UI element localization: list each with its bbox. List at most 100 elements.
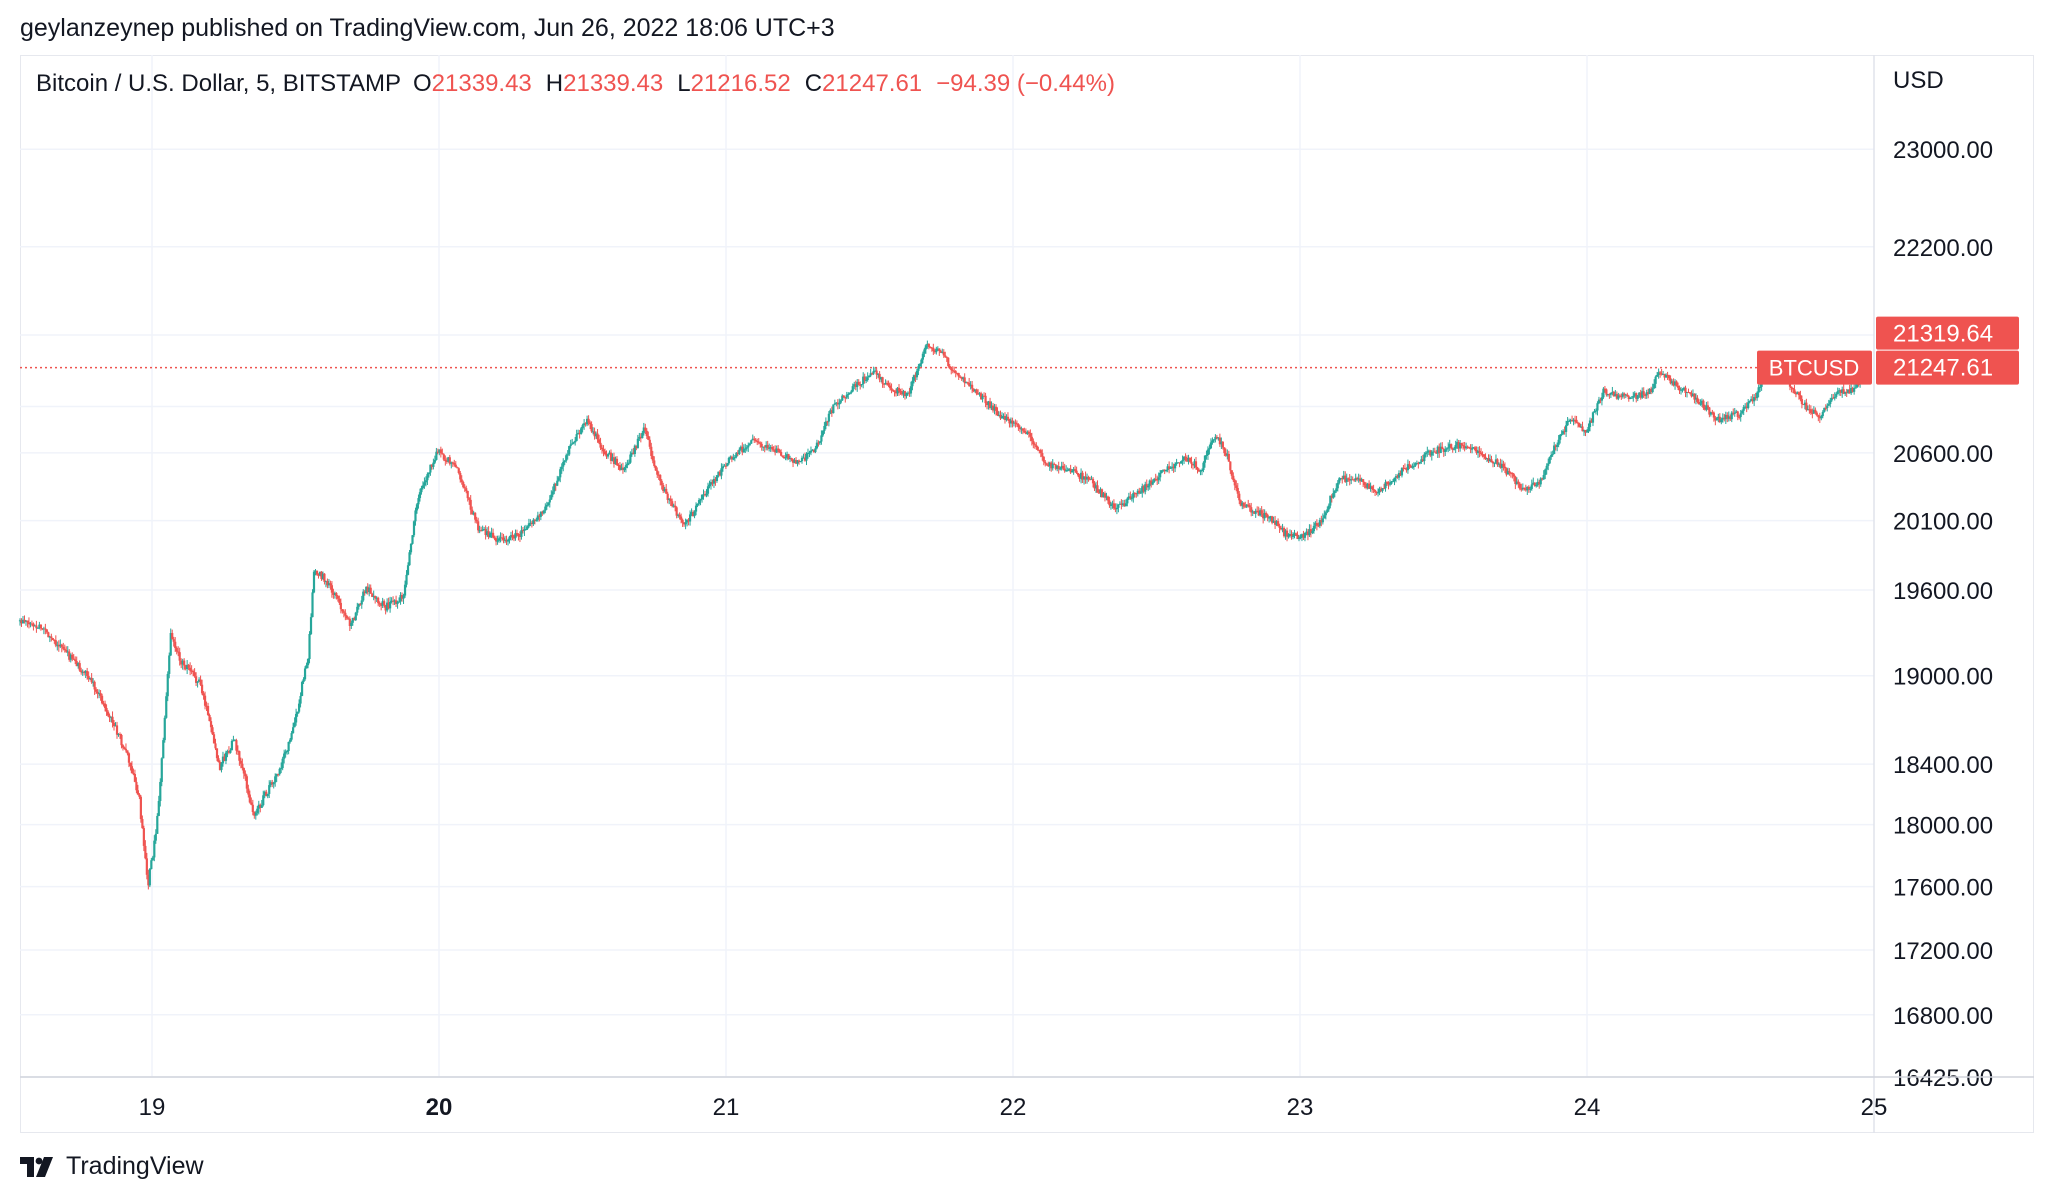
candle (917, 363, 920, 376)
tradingview-logo[interactable]: TradingView (20, 1152, 204, 1181)
candle (344, 609, 347, 621)
candle-body (997, 414, 1001, 416)
candle-body (338, 598, 341, 603)
candle (465, 485, 468, 494)
candle-body (311, 592, 314, 618)
candle-body (121, 745, 125, 748)
candle-body (1841, 389, 1844, 393)
candle (708, 480, 711, 489)
candle-body (1265, 513, 1268, 515)
candle-body (1227, 453, 1230, 462)
candle-body (1654, 376, 1657, 384)
candle (1066, 467, 1069, 472)
candle-body (977, 393, 980, 395)
candle-body (1602, 388, 1605, 398)
candle-body (251, 804, 254, 813)
symbol-price-tag-label: BTCUSD (1769, 356, 1859, 381)
candle-body (195, 676, 198, 683)
candle-body (1335, 488, 1338, 492)
candle-body (1021, 428, 1024, 431)
candle-body (423, 482, 426, 486)
candle (1017, 423, 1020, 431)
candle (999, 410, 1002, 420)
candle-body (1757, 387, 1760, 393)
candle (868, 375, 871, 378)
legend-symbol[interactable]: Bitcoin / U.S. Dollar, 5, BITSTAMP (36, 70, 401, 97)
candle-body (63, 648, 66, 650)
candle (1157, 472, 1160, 484)
candle (1050, 461, 1053, 472)
candle (341, 609, 344, 614)
candle (1748, 400, 1751, 404)
candle (1614, 390, 1617, 397)
candle (1799, 390, 1802, 402)
candle (1542, 470, 1545, 480)
candle (102, 700, 105, 707)
candle (896, 387, 899, 397)
candle (1144, 481, 1147, 495)
candle-body (1251, 511, 1254, 513)
candle-body (165, 696, 168, 718)
candle-body (351, 617, 354, 623)
candle (659, 474, 662, 486)
candle-body (1057, 465, 1060, 469)
candle-body (1321, 518, 1324, 523)
candle (1493, 462, 1496, 467)
candle (1139, 488, 1142, 495)
candle-body (109, 716, 113, 718)
candle-body (484, 529, 487, 536)
candle-body (1805, 402, 1808, 411)
candle-body (748, 443, 751, 446)
candle (854, 380, 857, 391)
candle (975, 388, 978, 396)
candle (669, 495, 672, 507)
candle-body (303, 668, 307, 680)
candle-body (1278, 526, 1281, 528)
candle (1805, 398, 1808, 412)
candle-body (403, 584, 407, 596)
candle (551, 486, 554, 498)
candle-body (1097, 492, 1101, 494)
candle (930, 346, 933, 352)
candle-body (668, 498, 671, 500)
candle (1487, 454, 1490, 464)
candle-body (1345, 478, 1348, 482)
candle (1745, 402, 1748, 413)
candle-body (320, 571, 323, 579)
candle-body (827, 413, 830, 422)
candle-body (497, 538, 501, 541)
candle (1824, 404, 1827, 411)
candle-body (524, 529, 528, 531)
candle (157, 795, 160, 817)
candle (1403, 463, 1407, 470)
candle (1293, 529, 1296, 539)
candle-body (741, 446, 744, 453)
candle-body (1562, 431, 1565, 434)
candle (1578, 422, 1581, 428)
candle (1387, 481, 1390, 490)
candle-body (1385, 482, 1389, 484)
candle-body (1145, 484, 1148, 488)
candle (572, 441, 575, 445)
candle (915, 369, 919, 381)
candle-body (654, 465, 657, 471)
candle (68, 649, 71, 662)
candle-body (1306, 531, 1310, 536)
candle-body (1312, 525, 1315, 532)
candle-body (683, 522, 686, 525)
candle-body (345, 615, 348, 619)
candle-body (1232, 475, 1235, 481)
candle (1463, 441, 1466, 452)
candle-body (1069, 468, 1072, 473)
candle (292, 722, 295, 734)
candle-body (1338, 478, 1341, 483)
candle (1074, 465, 1077, 473)
candle (1436, 445, 1439, 458)
candle-body (229, 750, 232, 753)
candle (90, 673, 93, 684)
candle-body (1532, 482, 1535, 485)
candle-body (985, 403, 989, 406)
candle-body (1756, 392, 1759, 399)
chart-frame[interactable] (20, 55, 2034, 1133)
